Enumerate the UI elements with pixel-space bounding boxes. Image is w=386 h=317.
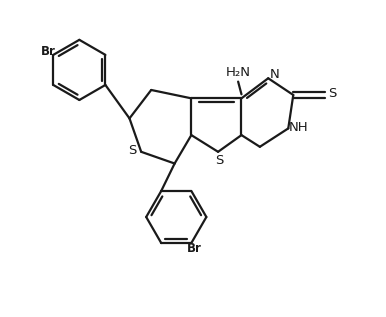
Text: S: S <box>328 87 337 100</box>
Text: Br: Br <box>187 242 202 255</box>
Text: H₂N: H₂N <box>226 66 251 79</box>
Text: S: S <box>215 154 224 167</box>
Text: S: S <box>128 144 136 157</box>
Text: Br: Br <box>41 45 56 58</box>
Text: NH: NH <box>289 120 309 133</box>
Text: N: N <box>270 68 280 81</box>
